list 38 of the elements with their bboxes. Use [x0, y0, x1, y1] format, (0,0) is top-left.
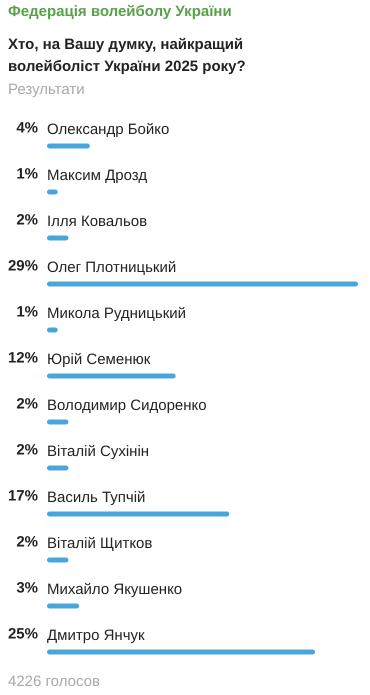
bar [47, 374, 176, 378]
y-tick-label: Микола Рудницький [47, 305, 186, 322]
data-label: 2% [16, 212, 38, 228]
data-label: 29% [8, 258, 38, 274]
data-label: 3% [16, 580, 38, 596]
bar [47, 420, 68, 424]
text: 4226 голосов [8, 673, 100, 690]
y-tick-label: Максим Дрозд [47, 167, 148, 184]
bar [47, 282, 358, 286]
bar [47, 558, 68, 562]
data-label: 2% [16, 534, 38, 550]
data-label: 25% [8, 626, 38, 642]
data-label: 1% [16, 304, 38, 320]
bar [47, 512, 230, 516]
y-tick-label: Віталій Сухінін [47, 443, 150, 460]
y-tick-label: Олег Плотницький [47, 259, 176, 276]
bar [47, 604, 80, 608]
y-tick-label: Василь Тупчій [47, 489, 146, 506]
y-tick-label: Віталій Щитков [47, 535, 152, 552]
y-tick-label: Михайло Якушенко [47, 581, 182, 598]
bar [47, 144, 90, 148]
data-label: 4% [16, 120, 38, 136]
y-tick-label: Володимир Сидоренко [47, 397, 207, 414]
data-label: 2% [16, 442, 38, 458]
bar [47, 650, 316, 654]
bar [47, 466, 68, 470]
y-tick-label: Юрій Семенюк [47, 351, 151, 368]
bar [47, 236, 68, 240]
y-tick-label: Олександр Бойко [47, 121, 170, 138]
data-label: 17% [8, 488, 38, 504]
y-tick-label: Ілля Ковальов [47, 213, 148, 230]
chart-title: Хто, на Вашу думку, найкращий волейболіст України 2025 року? [8, 35, 247, 77]
text: Федерація волейболу України [8, 3, 232, 20]
data-label: 1% [16, 166, 38, 182]
y-tick-label: Дмитро Янчук [47, 627, 146, 644]
text: Результати [8, 81, 85, 98]
data-label: 2% [16, 396, 38, 412]
data-label: 12% [8, 350, 38, 366]
